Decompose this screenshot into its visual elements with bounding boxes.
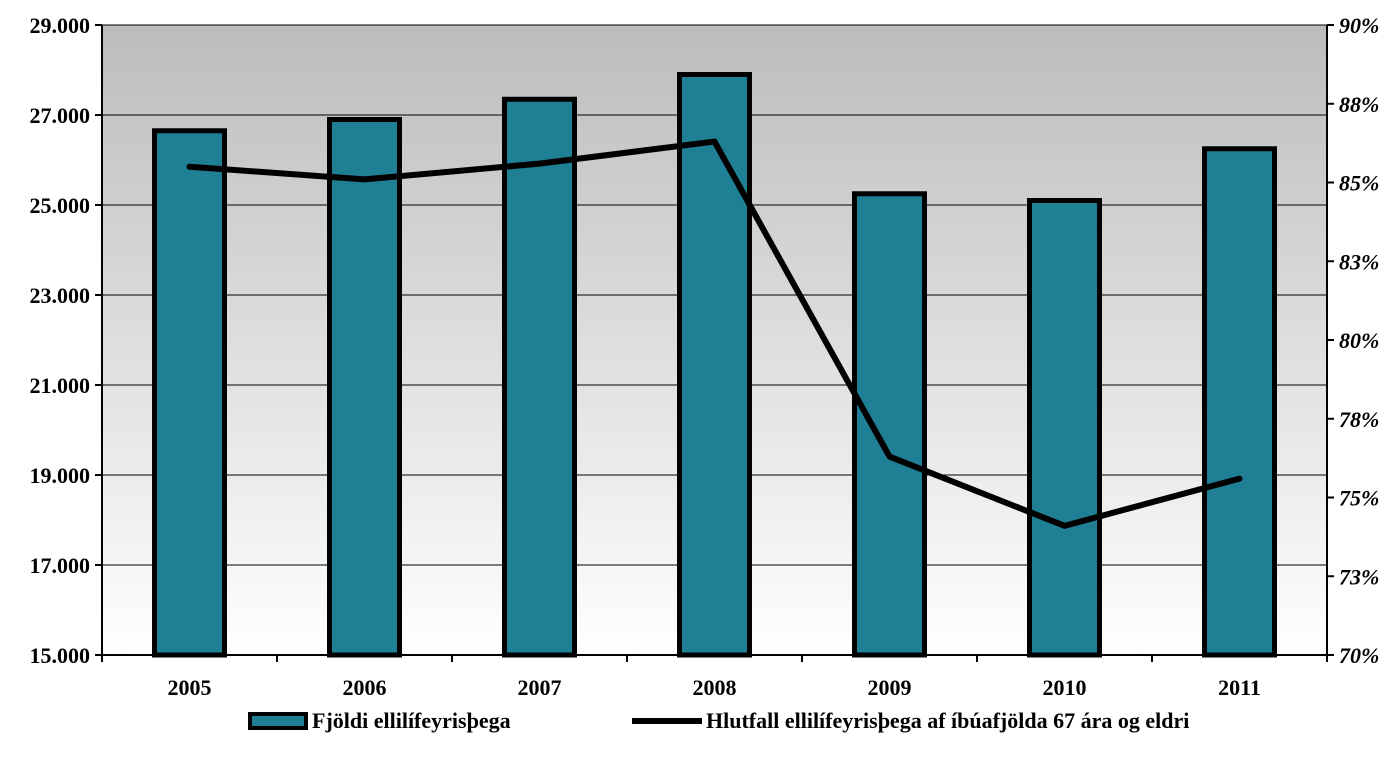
x-tick-label: 2006 <box>343 675 387 700</box>
y-left-tick-label: 17.000 <box>30 553 91 578</box>
x-tick-label: 2008 <box>693 675 737 700</box>
y-right-tick-label: 83% <box>1339 249 1379 274</box>
y-right-tick-label: 73% <box>1339 564 1379 589</box>
x-tick-label: 2005 <box>168 675 212 700</box>
bar <box>327 117 402 658</box>
y-right-tick-label: 88% <box>1339 92 1379 117</box>
y-right-tick-label: 85% <box>1339 171 1379 196</box>
x-tick-label: 2007 <box>518 675 562 700</box>
y-left-tick-label: 15.000 <box>30 643 91 668</box>
bar-series <box>152 72 1277 658</box>
bar <box>677 72 752 658</box>
legend-label-bars: Fjöldi ellilífeyrisþega <box>312 708 511 733</box>
y-left-tick-label: 29.000 <box>30 13 91 38</box>
y-left-tick-label: 25.000 <box>30 193 91 218</box>
y-left-tick-label: 19.000 <box>30 463 91 488</box>
legend-bar-swatch <box>248 712 308 730</box>
tick-labels: 15.000 17.000 19.000 21.000 23.000 25.000 27.0… <box>30 13 1380 700</box>
bar <box>1202 146 1277 658</box>
legend-item-line: Hlutfall ellilífeyrisþega af íbúafjölda … <box>632 708 1189 734</box>
y-left-tick-label: 21.000 <box>30 373 91 398</box>
y-left-tick-label: 23.000 <box>30 283 91 308</box>
y-right-tick-label: 80% <box>1339 328 1379 353</box>
combo-chart: 15.000 17.000 19.000 21.000 23.000 25.000 27.0… <box>30 13 1380 700</box>
x-tick-label: 2011 <box>1218 675 1261 700</box>
bar <box>152 128 227 658</box>
legend-item-bars: Fjöldi ellilífeyrisþega <box>248 708 511 734</box>
y-right-tick-label: 78% <box>1339 407 1379 432</box>
x-tick-label: 2010 <box>1043 675 1087 700</box>
y-right-tick-label: 75% <box>1339 486 1379 511</box>
line-series <box>186 138 1243 529</box>
y-right-tick-label: 70% <box>1339 643 1379 668</box>
bar <box>852 191 927 658</box>
legend-label-line: Hlutfall ellilífeyrisþega af íbúafjölda … <box>706 708 1190 733</box>
axes <box>95 24 1334 662</box>
series-line <box>186 138 1243 529</box>
y-left-tick-label: 27.000 <box>30 103 91 128</box>
bar <box>1027 198 1102 658</box>
x-tick-label: 2009 <box>868 675 912 700</box>
bar <box>502 96 577 658</box>
y-right-tick-label: 90% <box>1339 13 1379 38</box>
legend: Fjöldi ellilífeyrisþega Hlutfall ellilíf… <box>0 700 1398 750</box>
legend-line-swatch <box>632 718 702 724</box>
